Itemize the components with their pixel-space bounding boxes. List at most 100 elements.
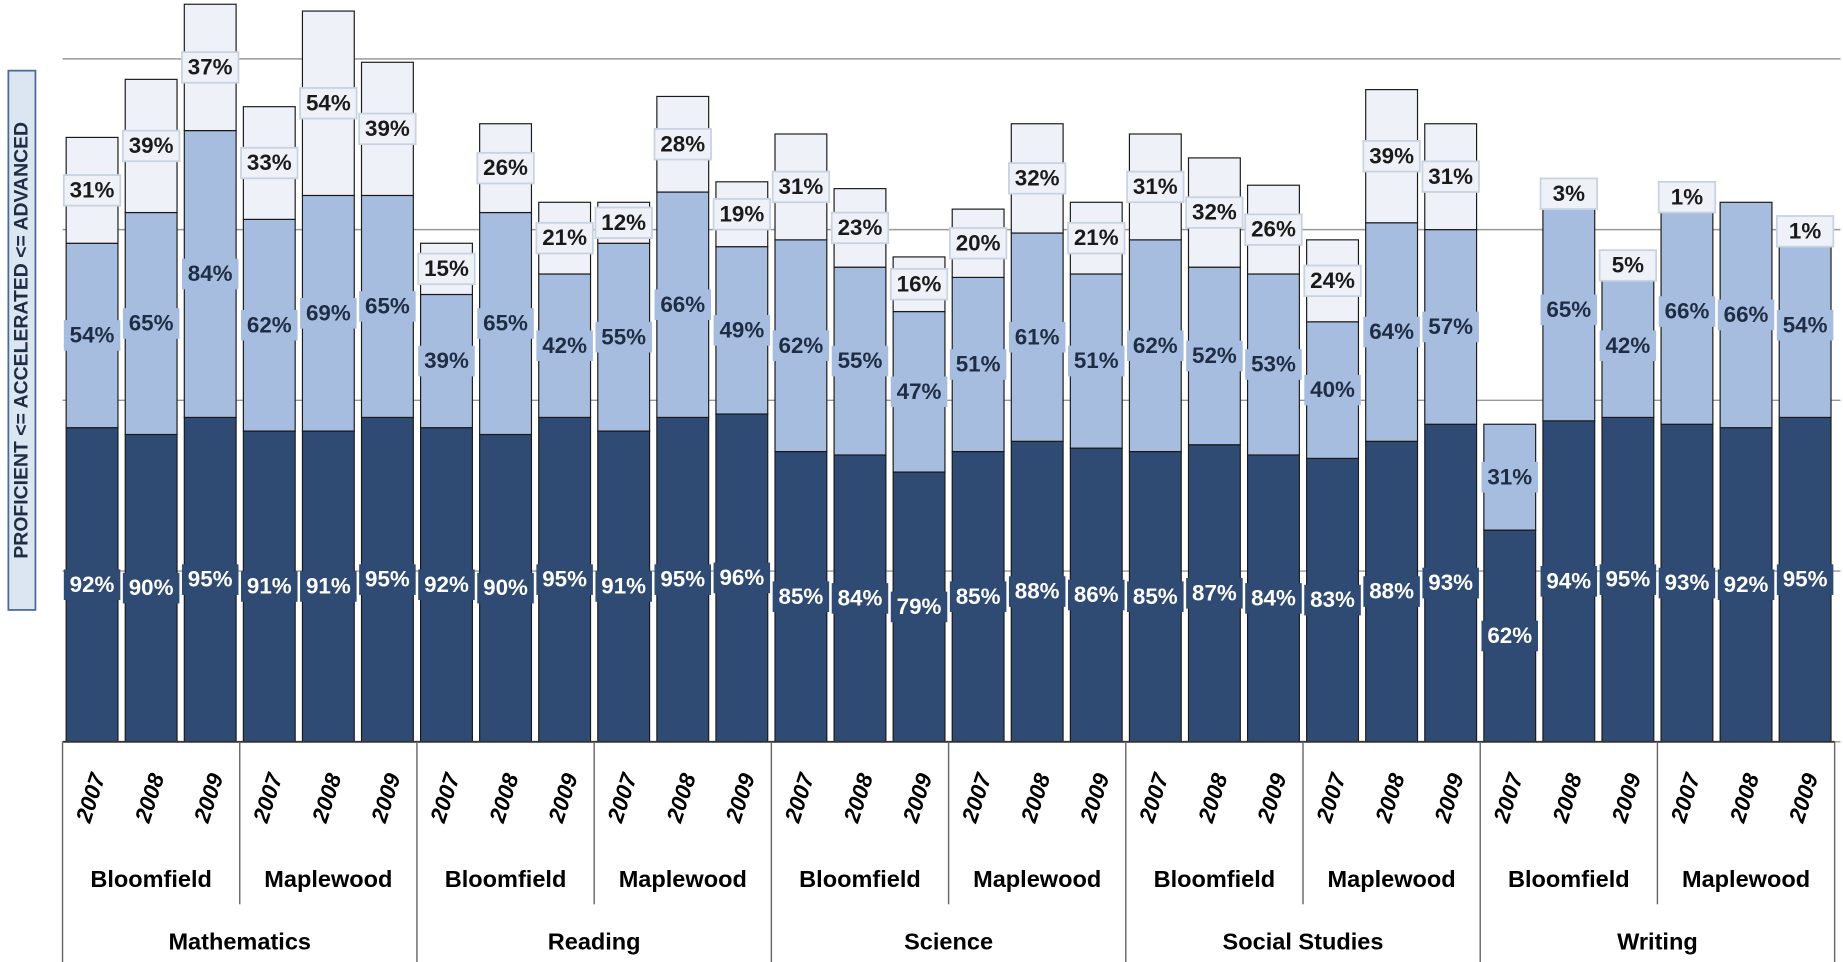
- data-label-box: [949, 349, 1007, 380]
- data-label-box: [1481, 461, 1539, 493]
- data-label: 55%: [838, 348, 883, 373]
- data-label: 33%: [247, 150, 292, 175]
- data-label: 42%: [542, 333, 587, 358]
- data-label: 92%: [1724, 572, 1769, 597]
- data-label-box: [477, 308, 534, 339]
- data-label-box: [63, 569, 121, 601]
- y-label-box: [7, 69, 37, 611]
- data-label-box: [300, 571, 357, 602]
- data-label-box: [1008, 162, 1067, 195]
- data-label: 92%: [424, 572, 469, 597]
- x-tick-label: 2009: [543, 770, 583, 827]
- x-tick-label: 2009: [1252, 770, 1292, 827]
- data-label-box: [1126, 170, 1185, 204]
- x-tick-label: 2007: [1666, 769, 1706, 826]
- data-label: 86%: [1074, 582, 1119, 607]
- school-label: Maplewood: [619, 866, 747, 892]
- y-axis-label: PROFICIENT <= ACCELERATED <= ADVANCED: [11, 122, 33, 559]
- data-label-box: [654, 289, 712, 321]
- data-label: 26%: [483, 155, 528, 180]
- data-label: 20%: [956, 230, 1001, 255]
- x-tick-label: 2007: [1134, 769, 1174, 826]
- data-label: 54%: [1783, 312, 1828, 337]
- data-label-box: [241, 571, 298, 602]
- data-label-box: [240, 146, 299, 180]
- data-label-box: [830, 211, 890, 245]
- data-label-box: [418, 345, 475, 377]
- data-label: 95%: [365, 567, 410, 592]
- data-label-box: [359, 564, 416, 595]
- data-label: 31%: [1428, 164, 1473, 189]
- data-label-box: [300, 297, 357, 329]
- data-label: 51%: [1074, 348, 1119, 373]
- subject-label: Social Studies: [1223, 928, 1384, 954]
- data-label: 88%: [1369, 579, 1414, 604]
- data-label: 62%: [247, 312, 292, 337]
- data-label: 39%: [365, 116, 410, 141]
- data-label-box: [1127, 330, 1184, 362]
- data-label-box: [122, 308, 180, 339]
- data-label: 93%: [1428, 570, 1473, 595]
- data-label-box: [1245, 349, 1302, 380]
- data-label: 62%: [1487, 623, 1532, 648]
- data-label: 31%: [70, 177, 115, 202]
- x-tick-label: 2008: [1016, 770, 1056, 827]
- x-tick-label: 2007: [71, 769, 111, 826]
- data-label: 15%: [424, 256, 469, 281]
- school-label: Bloomfield: [799, 866, 921, 892]
- data-label: 93%: [1665, 570, 1710, 595]
- data-label: 40%: [1310, 377, 1355, 402]
- data-label: 51%: [956, 352, 1001, 377]
- data-label: 3%: [1553, 181, 1585, 206]
- data-label-box: [771, 170, 831, 204]
- school-label: Maplewood: [1328, 866, 1456, 892]
- data-label: 69%: [306, 300, 351, 325]
- data-label: 92%: [70, 572, 115, 597]
- data-label-box: [654, 564, 712, 595]
- data-label-box: [181, 564, 239, 595]
- x-tick-label: 2007: [1311, 769, 1351, 826]
- data-label: 31%: [1487, 464, 1532, 489]
- data-label-box: [1363, 316, 1420, 348]
- data-label-box: [1008, 321, 1066, 353]
- school-label: Bloomfield: [1154, 866, 1276, 892]
- data-label-box: [1422, 311, 1479, 343]
- x-tick-label: 2008: [484, 770, 524, 827]
- data-label-box: [1540, 294, 1598, 326]
- data-label: 90%: [483, 575, 528, 600]
- school-label: Bloomfield: [445, 866, 567, 892]
- data-label-box: [713, 562, 771, 594]
- data-label-box: [1186, 340, 1243, 372]
- data-label-box: [1067, 345, 1125, 377]
- x-tick-label: 2009: [1784, 770, 1824, 827]
- data-label: 65%: [365, 294, 410, 319]
- data-label: 16%: [897, 271, 942, 296]
- data-label: 91%: [247, 574, 292, 599]
- data-label-box: [595, 571, 652, 602]
- x-tick-label: 2007: [1488, 769, 1528, 826]
- data-label: 28%: [660, 131, 705, 156]
- data-label: 84%: [188, 261, 233, 286]
- x-tick-label: 2008: [661, 770, 701, 827]
- data-label-box: [1303, 264, 1362, 298]
- data-label: 95%: [188, 567, 233, 592]
- data-label: 19%: [719, 201, 764, 226]
- data-label-box: [712, 198, 771, 231]
- data-label-box: [181, 51, 240, 84]
- data-label: 91%: [601, 574, 646, 599]
- data-label-box: [1127, 581, 1184, 612]
- school-label: Maplewood: [264, 866, 392, 892]
- data-label: 65%: [1546, 297, 1591, 322]
- data-label: 95%: [542, 567, 587, 592]
- data-label: 1%: [1671, 184, 1703, 209]
- data-label: 94%: [1546, 568, 1591, 593]
- x-tick-label: 2007: [248, 769, 288, 826]
- data-label: 21%: [542, 225, 587, 250]
- data-label: 39%: [129, 133, 174, 158]
- data-label-box: [1776, 309, 1834, 341]
- data-label: 47%: [897, 379, 942, 404]
- data-label: 84%: [838, 585, 883, 610]
- data-label: 26%: [1251, 217, 1296, 242]
- data-label-box: [948, 227, 1008, 260]
- data-label: 66%: [1665, 299, 1710, 324]
